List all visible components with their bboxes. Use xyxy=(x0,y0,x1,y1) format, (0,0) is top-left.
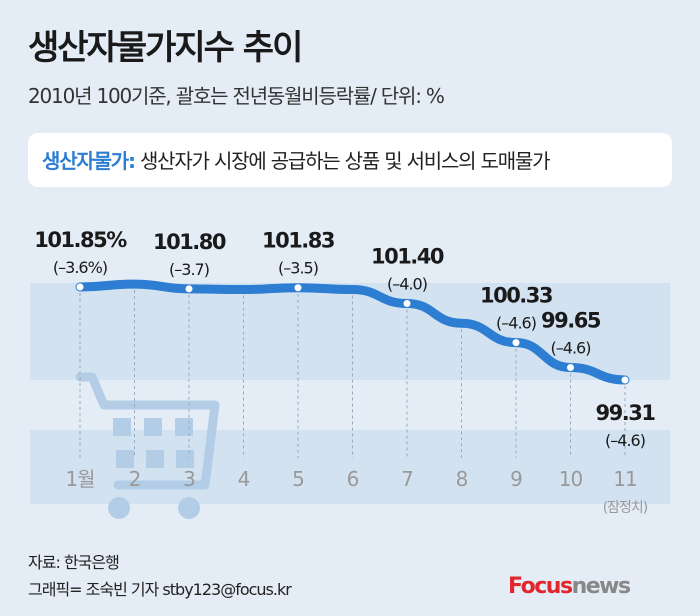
value-label: 99.31 xyxy=(596,401,656,425)
definition-text: 생산자가 시장에 공급하는 상품 및 서비스의 도매물가 xyxy=(139,149,551,173)
x-tick-label: 5 xyxy=(292,467,304,491)
x-tick-label: 11 xyxy=(613,467,636,491)
change-label: (–3.7) xyxy=(169,260,209,279)
x-tick-label: 4 xyxy=(238,467,250,491)
x-tick-label: 10 xyxy=(559,467,583,491)
value-label: 101.85% xyxy=(34,228,127,252)
change-label: (–4.6) xyxy=(605,431,645,450)
x-tick-label: 7 xyxy=(401,467,413,491)
definition-box: 생산자물가: 생산자가 시장에 공급하는 상품 및 서비스의 도매물가 xyxy=(28,133,672,187)
value-label: 101.40 xyxy=(371,244,444,268)
value-label: 99.65 xyxy=(541,309,601,333)
data-point xyxy=(567,364,574,372)
source-text: 자료: 한국은행 xyxy=(28,553,120,572)
series-line xyxy=(75,279,630,385)
chart-subtitle: 2010년 100기준, 괄호는 전년동월비등락률/ 단위: % xyxy=(28,84,445,108)
provisional-note: (잠정치) xyxy=(603,500,648,516)
x-tick-label: 8 xyxy=(456,467,468,491)
band-lower xyxy=(30,430,670,504)
focusnews-logo: Focusnews xyxy=(508,574,631,599)
change-label: (–3.5) xyxy=(278,259,318,278)
definition-term: 생산자물가: xyxy=(42,149,136,173)
change-label: (–4.6) xyxy=(496,314,536,333)
data-point xyxy=(403,299,411,307)
x-tick-label: 9 xyxy=(510,467,522,491)
change-label: (–3.6%) xyxy=(53,258,107,277)
data-point xyxy=(294,284,302,292)
x-tick-label: 3 xyxy=(183,467,195,491)
value-label: 100.33 xyxy=(480,284,552,308)
data-point xyxy=(76,283,84,291)
value-label: 101.83 xyxy=(262,229,334,253)
x-tick-label: 1월 xyxy=(65,467,94,491)
x-tick-label: 2 xyxy=(129,467,141,491)
data-point xyxy=(512,339,520,347)
data-point xyxy=(185,285,193,293)
credit-text: 그래픽= 조숙빈 기자 stby123@focus.kr xyxy=(28,580,292,599)
value-label: 101.80 xyxy=(153,230,226,254)
data-point xyxy=(621,376,629,384)
x-tick-label: 6 xyxy=(347,467,359,491)
change-label: (–4.6) xyxy=(551,339,591,358)
chart-title: 생산자물가지수 추이 xyxy=(28,28,303,68)
change-label: (–4.0) xyxy=(387,274,427,293)
